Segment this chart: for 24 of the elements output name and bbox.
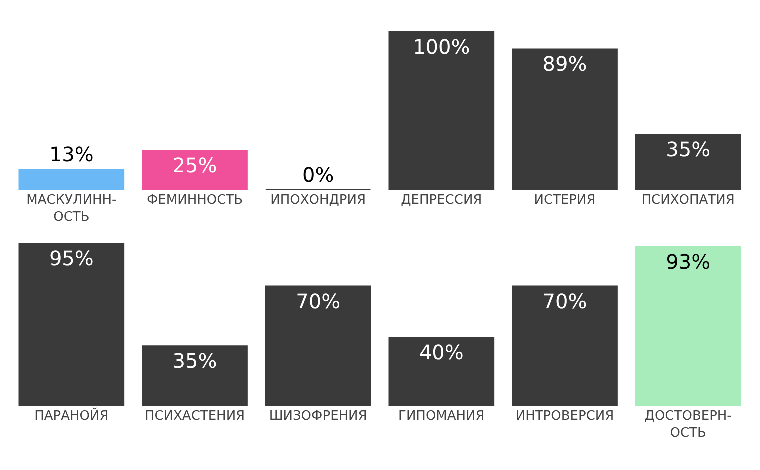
x-tick-label: МАСКУЛИНН- ОСТЬ bbox=[26, 193, 118, 225]
x-tick-label: ПАРАНОЙЯ bbox=[34, 407, 109, 424]
x-tick-label: ИСТЕРИЯ bbox=[534, 193, 596, 208]
data-label: 89% bbox=[542, 52, 588, 76]
data-label: 0% bbox=[302, 163, 334, 187]
data-label: 25% bbox=[172, 153, 218, 178]
data-label: 13% bbox=[49, 142, 94, 166]
data-label: 95% bbox=[49, 246, 94, 271]
x-tick-label: ШИЗОФРЕНИЯ bbox=[269, 409, 368, 424]
data-label: 100% bbox=[413, 34, 470, 59]
x-tick-label: ГИПОМАНИЯ bbox=[398, 409, 485, 424]
data-label: 35% bbox=[172, 349, 218, 374]
data-label: 70% bbox=[296, 289, 341, 314]
data-label: 70% bbox=[542, 289, 588, 314]
x-tick-label: ПСИХОПАТИЯ bbox=[642, 193, 735, 208]
x-tick-label: ФЕМИННОСТЬ bbox=[146, 193, 244, 208]
x-tick-label: ИНТРОВЕРСИЯ bbox=[516, 409, 614, 424]
x-tick-label: ПСИХАСТЕНИЯ bbox=[144, 409, 246, 424]
data-label: 35% bbox=[666, 138, 711, 162]
data-label: 93% bbox=[666, 250, 711, 274]
x-tick-label: ИПОХОНДРИЯ bbox=[270, 193, 366, 208]
x-tick-label: ДОСТОВЕРН- ОСТЬ bbox=[644, 409, 732, 441]
x-tick-label: ДЕПРЕССИЯ bbox=[401, 193, 482, 208]
data-label: 40% bbox=[419, 340, 464, 365]
